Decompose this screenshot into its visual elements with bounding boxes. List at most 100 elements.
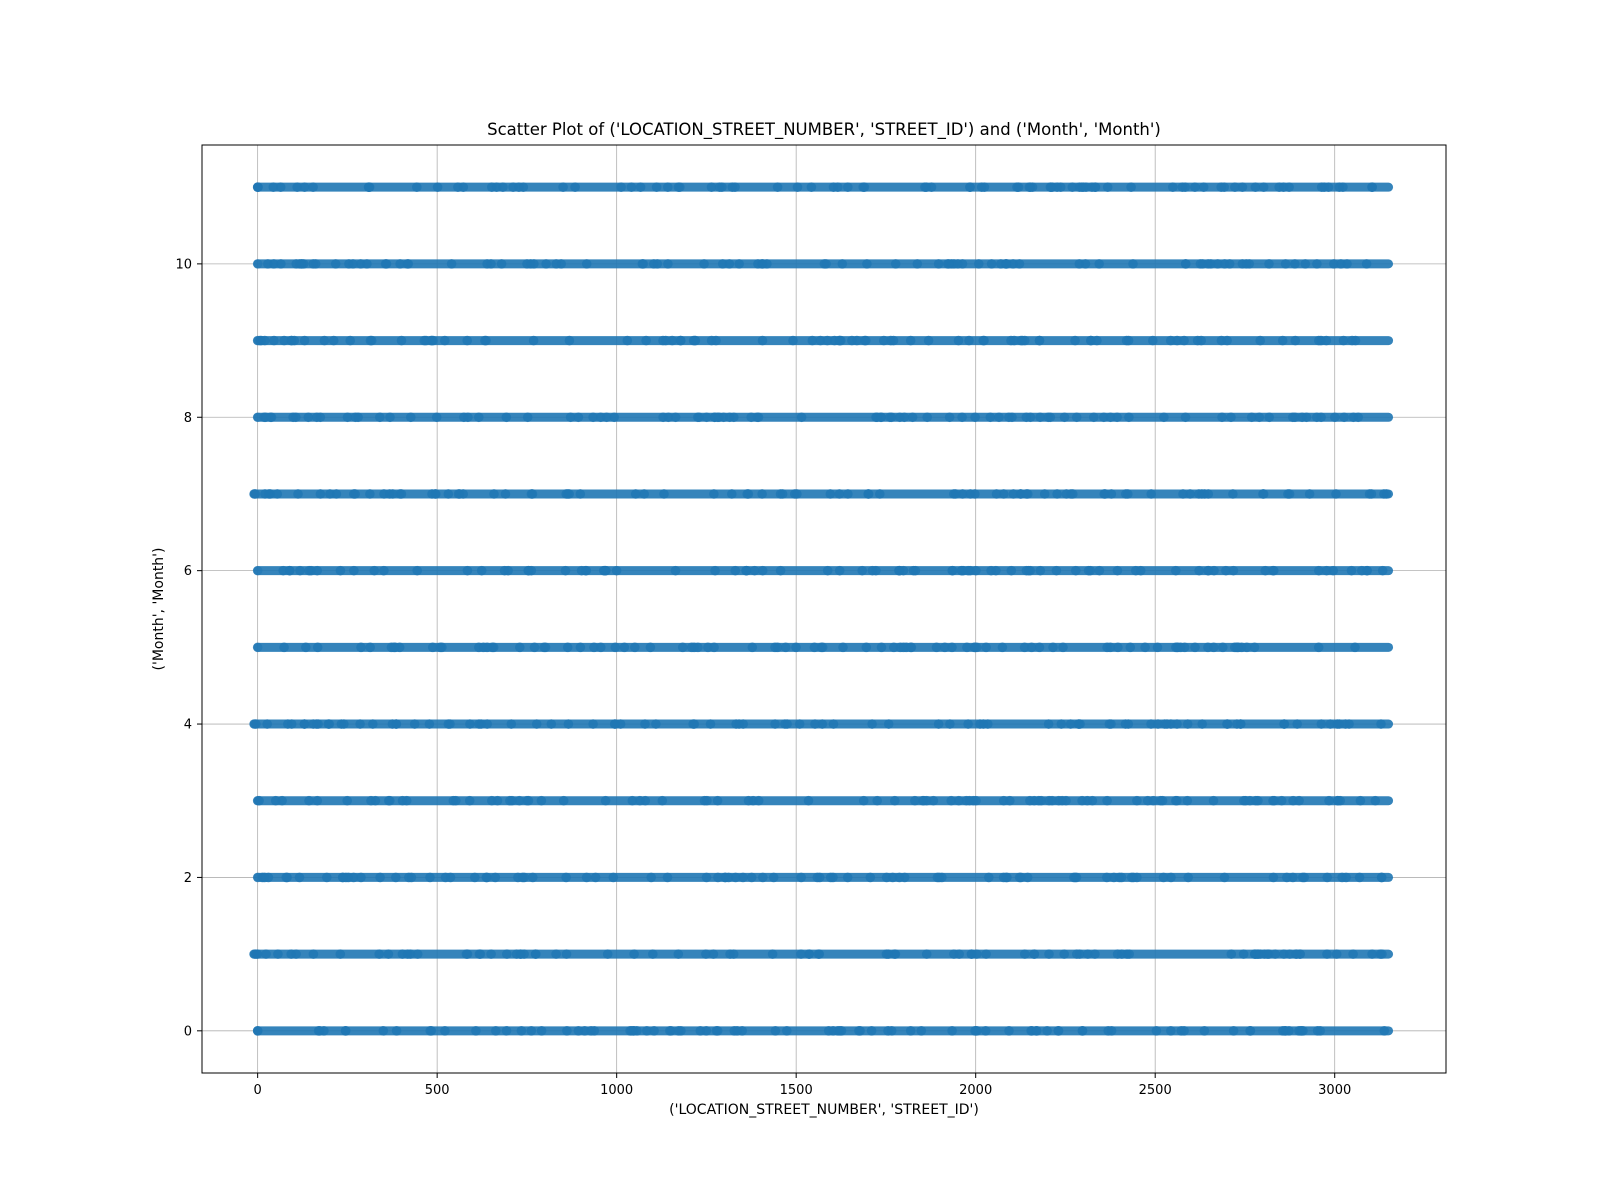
scatter-point bbox=[1379, 489, 1389, 499]
scatter-point bbox=[345, 335, 356, 346]
scatter-point bbox=[294, 872, 305, 883]
scatter-point bbox=[1042, 1026, 1052, 1036]
scatter-point bbox=[757, 335, 768, 346]
scatter-point bbox=[263, 259, 273, 269]
scatter-point bbox=[1123, 489, 1133, 499]
scatter-point bbox=[391, 872, 401, 883]
scatter-point bbox=[517, 872, 528, 883]
scatter-point bbox=[1199, 1026, 1210, 1036]
scatter-point bbox=[1014, 872, 1025, 883]
scatter-point bbox=[406, 412, 416, 423]
scatter-point bbox=[963, 565, 973, 576]
scatter-point bbox=[515, 949, 526, 959]
scatter-point bbox=[1148, 335, 1158, 346]
scatter-point bbox=[622, 335, 633, 346]
scatter-point bbox=[463, 412, 473, 423]
scatter-point bbox=[1172, 795, 1182, 806]
scatter-point bbox=[412, 949, 423, 959]
scatter-point bbox=[922, 412, 932, 423]
scatter-point bbox=[772, 182, 783, 192]
scatter-point bbox=[252, 335, 263, 346]
scatter-point bbox=[522, 259, 532, 269]
scatter-point bbox=[1367, 949, 1377, 959]
chart-title: Scatter Plot of ('LOCATION_STREET_NUMBER… bbox=[487, 120, 1161, 140]
scatter-point bbox=[1264, 259, 1274, 269]
scatter-point bbox=[252, 872, 263, 883]
scatter-row bbox=[252, 795, 1394, 806]
scatter-point bbox=[312, 795, 323, 806]
scatter-point bbox=[308, 949, 319, 959]
scatter-point bbox=[301, 642, 311, 653]
scatter-point bbox=[514, 795, 525, 806]
scatter-point bbox=[561, 949, 572, 959]
scatter-point bbox=[1219, 872, 1230, 883]
scatter-point bbox=[885, 412, 895, 423]
scatter-point bbox=[1291, 949, 1301, 959]
scatter-point bbox=[817, 642, 828, 653]
scatter-point bbox=[1350, 642, 1360, 653]
scatter-point bbox=[946, 795, 956, 806]
scatter-point bbox=[1245, 795, 1255, 806]
scatter-point bbox=[1321, 565, 1332, 576]
scatter-point bbox=[1132, 795, 1142, 806]
scatter-point bbox=[1034, 795, 1044, 806]
scatter-point bbox=[355, 719, 365, 729]
scatter-point bbox=[486, 259, 496, 269]
scatter-point bbox=[589, 642, 599, 653]
scatter-point bbox=[858, 795, 869, 806]
scatter-point bbox=[570, 182, 580, 192]
scatter-point bbox=[1355, 795, 1366, 806]
scatter-point bbox=[730, 565, 741, 576]
scatter-point bbox=[673, 182, 684, 192]
scatter-point bbox=[834, 489, 845, 499]
scatter-point bbox=[791, 642, 801, 653]
scatter-point bbox=[905, 335, 916, 346]
scatter-point bbox=[428, 335, 438, 346]
scatter-point bbox=[1014, 259, 1025, 269]
scatter-point bbox=[492, 795, 503, 806]
scatter-point bbox=[1224, 259, 1235, 269]
scatter-point bbox=[1258, 489, 1269, 499]
scatter-point bbox=[970, 489, 980, 499]
scatter-point bbox=[1039, 489, 1050, 499]
scatter-point bbox=[481, 872, 492, 883]
scatter-point bbox=[412, 182, 422, 192]
scatter-point bbox=[837, 259, 848, 269]
scatter-point bbox=[862, 259, 872, 269]
scatter-point bbox=[673, 949, 684, 959]
x-tick-label: 2500 bbox=[1139, 1083, 1172, 1098]
scatter-point bbox=[314, 1026, 325, 1036]
scatter-point bbox=[1112, 565, 1123, 576]
scatter-point bbox=[694, 412, 704, 423]
scatter-point bbox=[1331, 949, 1342, 959]
scatter-point bbox=[565, 412, 576, 423]
scatter-point bbox=[1321, 335, 1332, 346]
scatter-point bbox=[1314, 565, 1324, 576]
scatter-point bbox=[1056, 719, 1067, 729]
scatter-point bbox=[714, 182, 725, 192]
scatter-point bbox=[1255, 335, 1265, 346]
scatter-point bbox=[834, 335, 845, 346]
scatter-point bbox=[947, 642, 957, 653]
scatter-point bbox=[576, 565, 587, 576]
scatter-point bbox=[286, 719, 297, 729]
scatter-point bbox=[770, 642, 780, 653]
scatter-point bbox=[1021, 412, 1032, 423]
scatter-point bbox=[368, 719, 378, 729]
scatter-point bbox=[292, 182, 303, 192]
scatter-point bbox=[986, 565, 996, 576]
scatter-point bbox=[812, 872, 823, 883]
scatter-point bbox=[581, 259, 592, 269]
scatter-point bbox=[426, 1026, 437, 1036]
scatter-point bbox=[883, 719, 894, 729]
scatter-point bbox=[803, 795, 814, 806]
scatter-point bbox=[430, 489, 440, 499]
scatter-point bbox=[1024, 182, 1035, 192]
scatter-point bbox=[1052, 182, 1062, 192]
scatter-point bbox=[1316, 182, 1327, 192]
scatter-point bbox=[462, 335, 473, 346]
scatter-point bbox=[1001, 259, 1012, 269]
scatter-point bbox=[828, 872, 838, 883]
scatter-point bbox=[872, 412, 882, 423]
